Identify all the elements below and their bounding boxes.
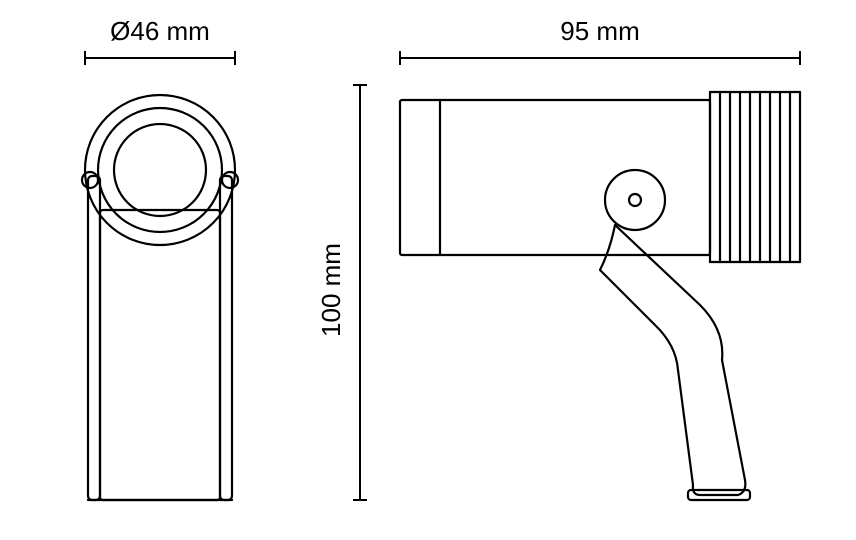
- strap-right: [220, 176, 232, 500]
- lens: [114, 124, 206, 216]
- front-view: [82, 95, 238, 500]
- pivot-left: [82, 172, 98, 188]
- dim-height-label: 100 mm: [316, 243, 346, 337]
- dimension-width: 95 mm: [400, 16, 800, 65]
- heatsink-fins: [710, 92, 800, 262]
- strap-left: [88, 176, 100, 500]
- dim-width-label: 95 mm: [560, 16, 639, 46]
- bracket-arm: [600, 225, 745, 495]
- dim-diameter-label: Ø46 mm: [110, 16, 210, 46]
- ring-outer: [85, 95, 235, 245]
- ring-mid: [98, 108, 222, 232]
- dimension-height: 100 mm: [316, 85, 367, 500]
- side-view: [400, 92, 800, 500]
- pivot-pin: [629, 194, 641, 206]
- dimension-diameter: Ø46 mm: [85, 16, 235, 65]
- barrel: [400, 100, 710, 255]
- front-body: [100, 210, 220, 500]
- pivot-boss: [605, 170, 665, 230]
- technical-drawing: Ø46 mm 95 mm 100 mm: [0, 0, 856, 540]
- pivot-right: [222, 172, 238, 188]
